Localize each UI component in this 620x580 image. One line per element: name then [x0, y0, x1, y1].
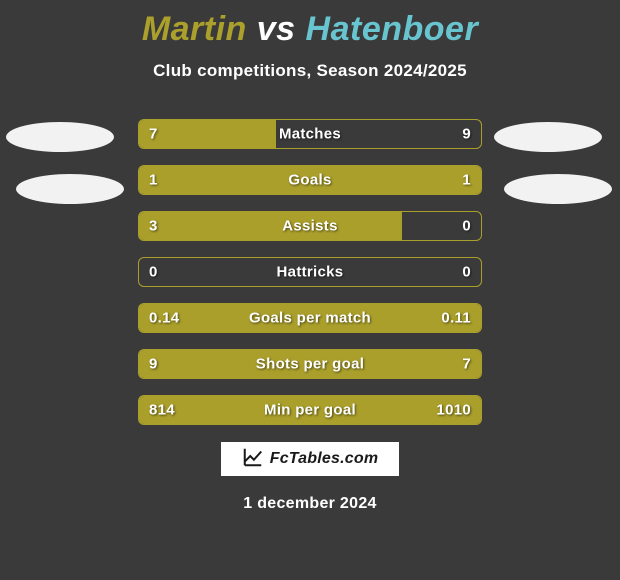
stat-value-left: 0.14	[149, 310, 179, 327]
stat-value-right: 0	[462, 218, 471, 235]
stat-metric-label: Goals per match	[249, 310, 371, 327]
stat-row: 0.14 Goals per match 0.11	[138, 303, 482, 333]
stat-row: 1 Goals 1	[138, 165, 482, 195]
branding-badge: FcTables.com	[220, 441, 400, 477]
stat-metric-label: Goals	[288, 172, 331, 189]
stat-bar-left	[139, 120, 276, 148]
stat-value-left: 9	[149, 356, 158, 373]
team-badge-placeholder	[16, 174, 124, 204]
stat-metric-label: Min per goal	[264, 402, 356, 419]
stat-row: 3 Assists 0	[138, 211, 482, 241]
stat-metric-label: Matches	[279, 126, 341, 143]
stat-value-right: 0	[462, 264, 471, 281]
team-badge-placeholder	[504, 174, 612, 204]
stat-value-left: 1	[149, 172, 158, 189]
stat-value-left: 0	[149, 264, 158, 281]
stat-value-right: 1010	[436, 402, 471, 419]
stat-value-right: 0.11	[441, 310, 471, 327]
stat-value-left: 3	[149, 218, 158, 235]
title-player1: Martin	[142, 10, 247, 48]
stat-value-left: 7	[149, 126, 158, 143]
team-badge-placeholder	[6, 122, 114, 152]
stat-value-right: 9	[462, 126, 471, 143]
stat-row: 0 Hattricks 0	[138, 257, 482, 287]
stat-value-right: 1	[462, 172, 471, 189]
stat-value-right: 7	[462, 356, 471, 373]
branding-text: FcTables.com	[270, 450, 379, 468]
team-badge-placeholder	[494, 122, 602, 152]
stat-metric-label: Shots per goal	[256, 356, 364, 373]
stat-metric-label: Assists	[282, 218, 337, 235]
title-vs: vs	[257, 10, 296, 48]
title-player2: Hatenboer	[306, 10, 479, 48]
page-title: Martin vs Hatenboer	[0, 0, 620, 49]
stat-row: 814 Min per goal 1010	[138, 395, 482, 425]
date-label: 1 december 2024	[0, 495, 620, 513]
stat-row: 9 Shots per goal 7	[138, 349, 482, 379]
subtitle: Club competitions, Season 2024/2025	[0, 61, 620, 81]
stat-row: 7 Matches 9	[138, 119, 482, 149]
comparison-chart: 7 Matches 9 1 Goals 1 3 Assists 0 0 Hattricks 0 0.14…	[138, 119, 482, 425]
chart-icon	[242, 446, 264, 473]
stat-value-left: 814	[149, 402, 175, 419]
stat-metric-label: Hattricks	[277, 264, 344, 281]
stat-bar-left	[139, 212, 402, 240]
